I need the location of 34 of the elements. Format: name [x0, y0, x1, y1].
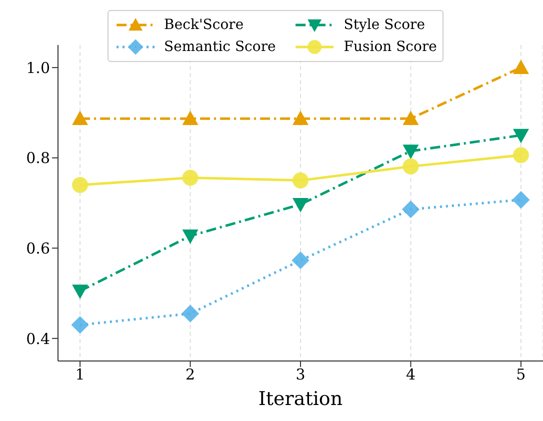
- point: [182, 110, 198, 125]
- point: [71, 316, 89, 334]
- point: [512, 147, 529, 164]
- legend-label: Beck'Score: [164, 17, 244, 33]
- x-axis-title: Iteration: [258, 388, 343, 410]
- legend-label: Style Score: [344, 17, 425, 33]
- x-tick-label: 3: [296, 366, 306, 384]
- point: [72, 110, 88, 125]
- y-tick-label: 0.6: [26, 239, 50, 258]
- point: [402, 144, 419, 160]
- point: [402, 200, 420, 218]
- point: [512, 60, 529, 74]
- point: [292, 110, 308, 125]
- legend-label: Fusion Score: [344, 39, 437, 55]
- point: [72, 284, 88, 300]
- legend-label: Semantic Score: [164, 39, 276, 55]
- y-tick-label: 0.4: [26, 330, 50, 348]
- point: [182, 230, 198, 244]
- point: [181, 304, 200, 322]
- x-tick-label: 5: [516, 366, 526, 384]
- point: [292, 252, 310, 270]
- x-tick-label: 2: [186, 366, 196, 384]
- point: [402, 110, 419, 125]
- y-tick-label: 1.0: [26, 58, 50, 77]
- point: [72, 176, 88, 193]
- y-tick-label: 0.8: [26, 149, 50, 168]
- point: [402, 158, 419, 174]
- point: [512, 128, 529, 144]
- x-tick-label: 1: [75, 366, 85, 384]
- point: [512, 191, 530, 209]
- x-tick-label: 4: [406, 366, 416, 384]
- point: [292, 172, 308, 188]
- point: [292, 198, 308, 212]
- point: [182, 170, 198, 186]
